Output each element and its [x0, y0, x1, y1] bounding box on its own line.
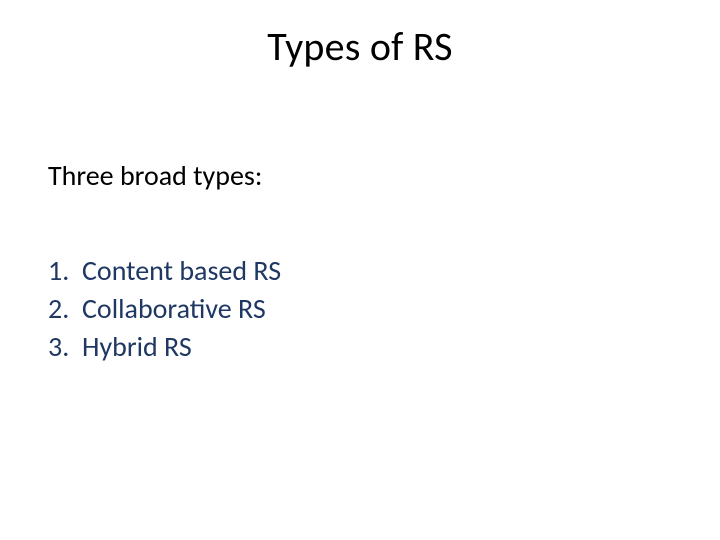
list-item-text: Content based RS	[82, 252, 281, 290]
slide-title: Types of RS	[0, 22, 720, 71]
list-item: 1. Content based RS	[48, 252, 281, 290]
list-item-number: 1.	[48, 252, 82, 290]
list-item-text: Hybrid RS	[82, 328, 192, 366]
slide-subtitle: Three broad types:	[48, 158, 262, 193]
list-item: 2. Collaborative RS	[48, 290, 281, 328]
slide: Types of RS Three broad types: 1. Conten…	[0, 0, 720, 540]
list-item-text: Collaborative RS	[82, 290, 266, 328]
list-item-number: 2.	[48, 290, 82, 328]
list-item: 3. Hybrid RS	[48, 328, 281, 366]
ordered-list: 1. Content based RS 2. Collaborative RS …	[48, 252, 281, 365]
list-item-number: 3.	[48, 328, 82, 366]
